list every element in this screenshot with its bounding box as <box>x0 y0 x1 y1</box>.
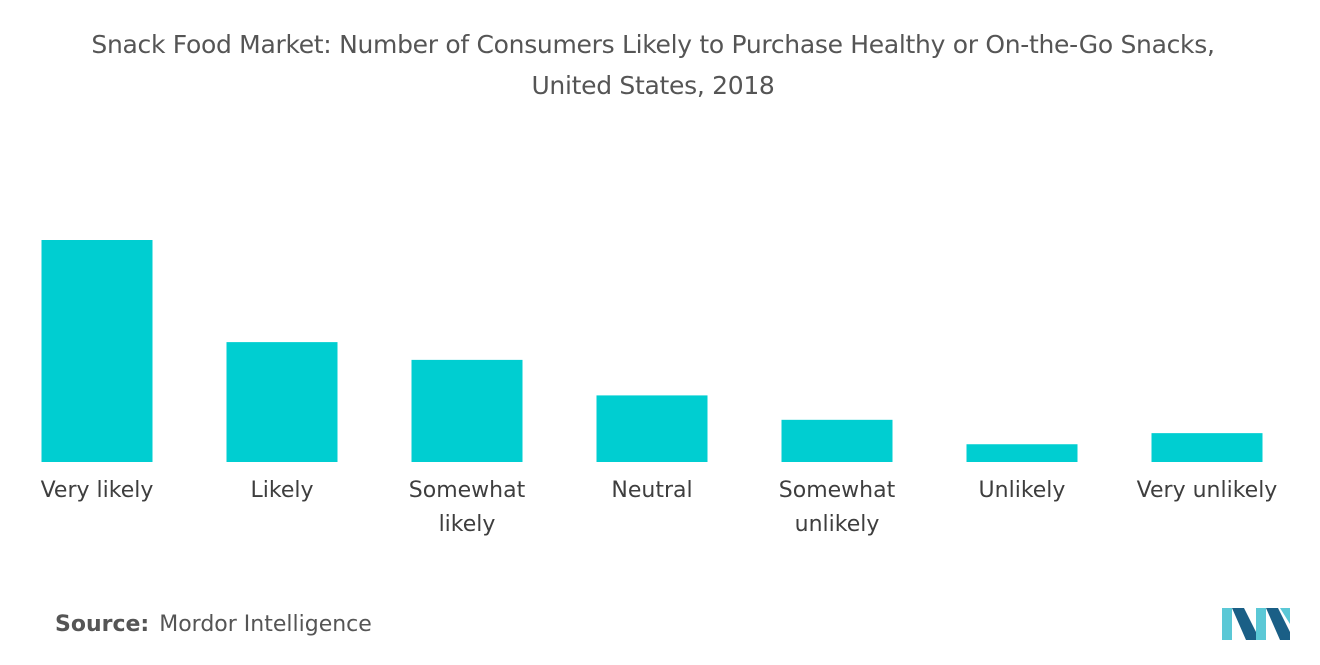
bar-somewhat-likely <box>411 359 523 462</box>
category-label-very-unlikely: Very unlikely <box>1137 478 1278 503</box>
chart-title-line-2: United States, 2018 <box>531 71 775 100</box>
category-label-unlikely: Unlikely <box>979 478 1066 503</box>
category-label-neutral: Neutral <box>611 478 692 503</box>
chart-title-line-1: Snack Food Market: Number of Consumers L… <box>91 30 1215 59</box>
bar-neutral <box>596 395 708 462</box>
source-value: Mordor Intelligence <box>159 612 372 637</box>
bar-likely <box>226 342 338 462</box>
mordor-intelligence-logo-icon <box>1222 608 1290 640</box>
bar-very-unlikely <box>1151 433 1263 462</box>
category-label-very-likely: Very likely <box>41 478 154 503</box>
source-label: Source: <box>55 612 150 637</box>
category-label-somewhat-unlikely: Somewhat unlikely <box>779 478 896 537</box>
bar-somewhat-unlikely <box>781 419 893 462</box>
category-label-somewhat-likely: Somewhat likely <box>409 478 526 537</box>
chart-title: Snack Food Market: Number of Consumers L… <box>0 24 1306 106</box>
bar-unlikely <box>966 444 1078 462</box>
category-label-likely: Likely <box>251 478 314 503</box>
category-label-group: Very likely Likely Somewhat likely Neutral So… <box>41 478 1278 537</box>
bar-group <box>41 240 1263 462</box>
source-note: Source: Mordor Intelligence <box>55 612 372 637</box>
bar-very-likely <box>41 240 153 462</box>
